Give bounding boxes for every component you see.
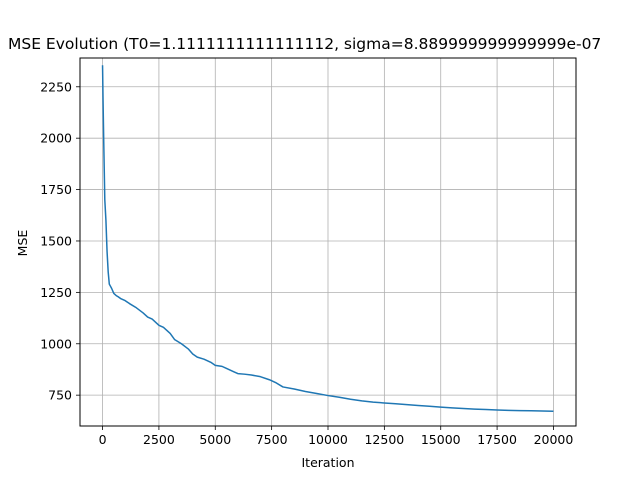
y-tick-label-5: 2000 [40, 131, 72, 146]
y-tick-label-2: 1250 [40, 285, 72, 300]
x-tick-label-0: 0 [99, 432, 107, 447]
chart-title: MSE Evolution (T0=1.1111111111111112, si… [8, 35, 601, 53]
y-tick-label-0: 750 [48, 388, 72, 403]
series-line-0 [101, 65, 554, 412]
x-axis-label: Iteration [301, 455, 354, 470]
y-tick-label-6: 2250 [40, 79, 72, 94]
x-tick-label-5: 12500 [364, 432, 404, 447]
ticks: 0 2500 5000 7500 10000 12500 15000 17500 20000 75… [40, 79, 573, 447]
y-tick-label-4: 1750 [40, 182, 72, 197]
x-tick-label-8: 20000 [534, 432, 574, 447]
x-tick-label-4: 10000 [308, 432, 348, 447]
y-tick-label-3: 1500 [40, 233, 72, 248]
x-tick-label-1: 2500 [143, 432, 175, 447]
x-tick-label-7: 17500 [477, 432, 517, 447]
x-tick-label-6: 15000 [421, 432, 461, 447]
y-axis-label: MSE [15, 230, 30, 257]
series-layer [101, 65, 554, 412]
x-tick-label-3: 7500 [256, 432, 288, 447]
y-tick-label-1: 1000 [40, 336, 72, 351]
grid [80, 58, 576, 426]
x-tick-label-2: 5000 [199, 432, 231, 447]
